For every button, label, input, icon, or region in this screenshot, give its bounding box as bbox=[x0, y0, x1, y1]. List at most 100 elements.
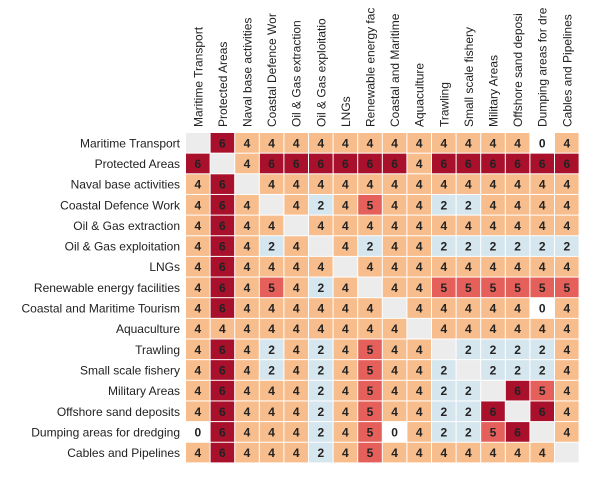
cell-value: 2 bbox=[514, 363, 521, 377]
cell bbox=[505, 401, 530, 422]
cell-value: 4 bbox=[293, 136, 300, 150]
cell bbox=[235, 380, 259, 401]
cell-value: 5 bbox=[367, 405, 374, 419]
cell bbox=[210, 153, 235, 174]
cell-value: 4 bbox=[416, 157, 423, 171]
cell bbox=[284, 277, 308, 298]
cell-value: 6 bbox=[219, 405, 226, 419]
cell bbox=[210, 236, 235, 256]
cell bbox=[555, 360, 579, 380]
cell bbox=[309, 401, 333, 422]
cell bbox=[432, 339, 456, 360]
cell bbox=[555, 277, 579, 298]
cell bbox=[333, 174, 358, 194]
cell-value: 4 bbox=[293, 302, 300, 316]
cell bbox=[407, 277, 431, 298]
cell bbox=[210, 422, 235, 442]
row-label: LNGs bbox=[149, 260, 180, 274]
cell-value: 4 bbox=[342, 425, 349, 439]
cell bbox=[530, 236, 554, 256]
cell bbox=[259, 174, 284, 194]
cell bbox=[382, 360, 407, 380]
cell bbox=[505, 133, 530, 153]
cell-value: 6 bbox=[317, 157, 324, 171]
cell bbox=[530, 215, 554, 236]
cell-value: 6 bbox=[194, 157, 201, 171]
cell bbox=[407, 422, 431, 442]
cell-value: 4 bbox=[416, 363, 423, 377]
cell-value: 6 bbox=[539, 157, 546, 171]
cell bbox=[382, 174, 407, 194]
cell bbox=[309, 298, 333, 318]
cell bbox=[432, 380, 456, 401]
cell-value: 4 bbox=[293, 198, 300, 212]
cell bbox=[358, 153, 382, 174]
cell-value: 4 bbox=[416, 446, 423, 460]
cell bbox=[284, 442, 308, 463]
cell-value: 4 bbox=[514, 446, 521, 460]
cell-value: 4 bbox=[268, 446, 275, 460]
cell bbox=[382, 318, 407, 339]
cell-value: 4 bbox=[440, 260, 447, 274]
cell-value: 4 bbox=[293, 260, 300, 274]
cell bbox=[235, 153, 259, 174]
cell bbox=[382, 401, 407, 422]
cell-value: 2 bbox=[440, 363, 447, 377]
cell bbox=[235, 360, 259, 380]
cell bbox=[210, 298, 235, 318]
cell bbox=[333, 277, 358, 298]
cell bbox=[210, 277, 235, 298]
cell-value: 2 bbox=[539, 363, 546, 377]
column-label: Maritime Transport bbox=[191, 26, 205, 127]
cell-value: 5 bbox=[268, 281, 275, 295]
cell bbox=[235, 174, 259, 194]
cell bbox=[259, 298, 284, 318]
cell-value: 4 bbox=[465, 136, 472, 150]
cell-value: 2 bbox=[367, 240, 374, 254]
cell bbox=[358, 256, 382, 277]
cell bbox=[530, 153, 554, 174]
cell-value: 4 bbox=[563, 198, 570, 212]
cell bbox=[358, 401, 382, 422]
cell bbox=[259, 236, 284, 256]
cell-value: 4 bbox=[293, 446, 300, 460]
cell bbox=[309, 442, 333, 463]
cell bbox=[481, 256, 505, 277]
cell-value: 4 bbox=[244, 260, 251, 274]
cell-value: 4 bbox=[465, 302, 472, 316]
cell-value: 4 bbox=[416, 425, 423, 439]
cell-value: 4 bbox=[268, 405, 275, 419]
column-label: Small scale fishery bbox=[462, 27, 476, 127]
cell-value: 4 bbox=[293, 363, 300, 377]
cell bbox=[407, 318, 431, 339]
cell bbox=[456, 380, 481, 401]
cell-value: 4 bbox=[563, 219, 570, 233]
cell bbox=[284, 360, 308, 380]
cell-value: 6 bbox=[342, 157, 349, 171]
cell bbox=[309, 318, 333, 339]
cell bbox=[309, 360, 333, 380]
cell-value: 4 bbox=[440, 322, 447, 336]
cell bbox=[407, 236, 431, 256]
cell-value: 4 bbox=[194, 260, 201, 274]
cell bbox=[210, 360, 235, 380]
cell-value: 4 bbox=[490, 446, 497, 460]
cell-value: 4 bbox=[563, 136, 570, 150]
cell-value: 0 bbox=[539, 302, 546, 316]
cell-value: 4 bbox=[391, 363, 398, 377]
cell-value: 5 bbox=[367, 363, 374, 377]
cell-value: 2 bbox=[514, 240, 521, 254]
cell-value: 4 bbox=[268, 384, 275, 398]
cell bbox=[309, 277, 333, 298]
cell bbox=[481, 360, 505, 380]
cell bbox=[505, 339, 530, 360]
cell-value: 2 bbox=[465, 198, 472, 212]
cell bbox=[358, 318, 382, 339]
column-label: Cables and Pipelines bbox=[560, 14, 574, 127]
cell-value: 4 bbox=[416, 178, 423, 192]
cell-value: 4 bbox=[194, 322, 201, 336]
cell-value: 4 bbox=[293, 425, 300, 439]
cell bbox=[432, 401, 456, 422]
cell bbox=[358, 442, 382, 463]
cell-value: 4 bbox=[490, 136, 497, 150]
